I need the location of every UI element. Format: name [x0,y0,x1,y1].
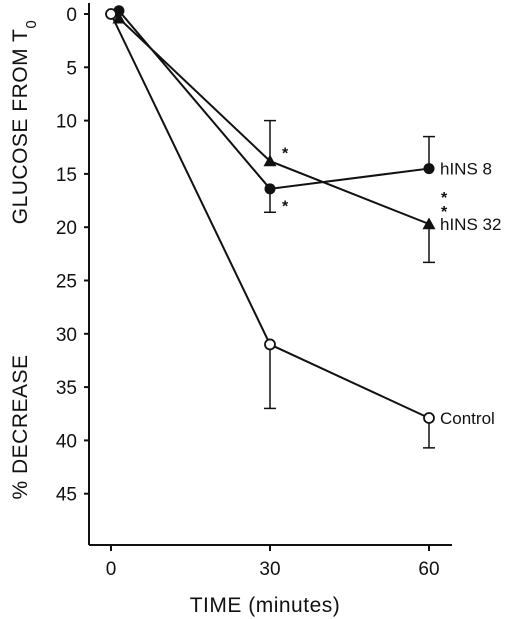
y-tick-label: 20 [56,218,77,239]
series-label-hins-8: hINS 8 [440,160,492,179]
x-axis-title: TIME (minutes) [190,594,341,617]
y-tick-label: 10 [56,112,77,133]
series-control: Control [105,8,495,449]
series-label-control: Control [440,409,495,428]
axes: 0 5 10 15 20 25 30 35 40 45 0 30 60 [56,3,452,580]
series-hins-8: hINS 8 [113,5,492,214]
y-axis-title-line2: GLUCOSE FROM T0 [9,20,40,224]
series-label-hins-32: hINS 32 [440,215,501,234]
significance-marker: * [282,199,289,216]
y-axis-title-subscript: 0 [23,20,40,29]
y-tick-label: 40 [56,431,77,452]
annotation-layer: **** [282,145,448,221]
y-axis-title-text: GLUCOSE FROM T [9,29,32,225]
significance-marker: * [282,145,289,162]
x-tick-label: 30 [259,559,280,580]
data-point [423,163,435,175]
data-point [105,8,117,20]
y-tick-label: 0 [66,5,77,26]
data-point [263,154,277,167]
y-tick-label: 25 [56,272,77,293]
series-layer: hINS 8 hINS 32 Control [105,5,501,449]
y-axis-title: % DECREASE GLUCOSE FROM T0 [9,20,40,500]
significance-marker: * [441,190,448,207]
y-axis-title-line1: % DECREASE [9,354,32,499]
x-tick-label: 60 [418,559,439,580]
data-point [422,217,436,230]
data-point [423,412,435,424]
data-point [112,11,126,24]
y-tick-label: 30 [56,325,77,346]
data-point [264,183,276,195]
x-tick-label: 0 [106,559,117,580]
y-tick-label: 35 [56,378,77,399]
data-point [264,338,276,351]
y-tick-label: 5 [66,58,77,79]
y-tick-label: 45 [56,485,77,506]
series-hins-32: hINS 32 [112,11,501,264]
y-tick-label: 15 [56,165,77,186]
significance-marker: * [441,204,448,221]
